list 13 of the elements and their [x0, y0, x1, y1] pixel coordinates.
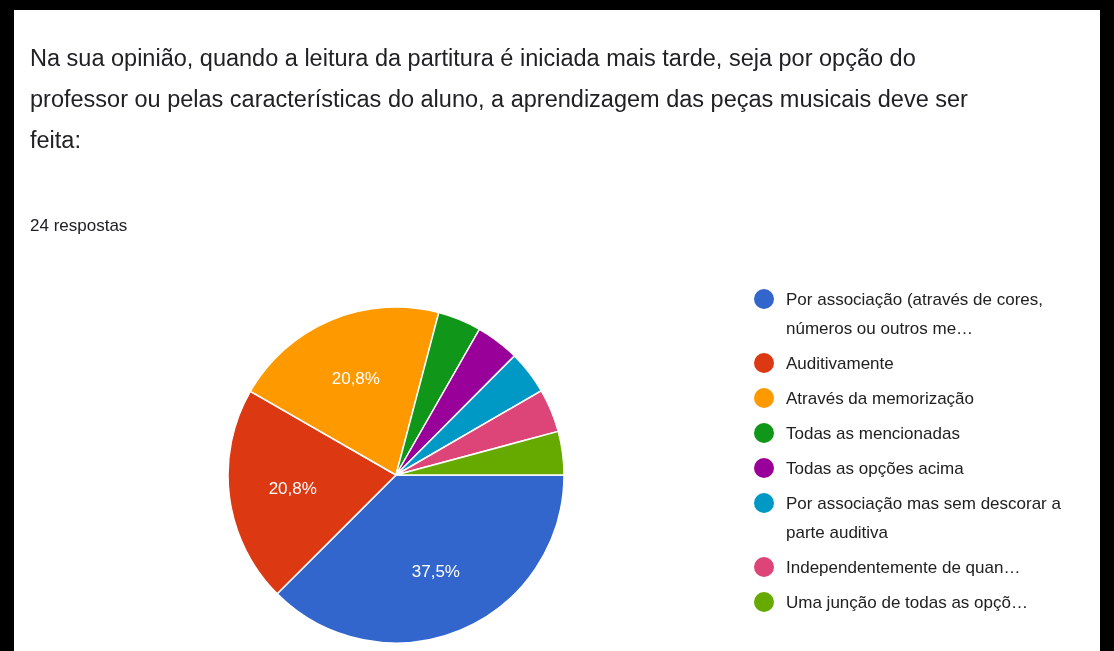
legend-label: Independentemente de quan… — [786, 557, 1022, 579]
data-label: 20,8% — [331, 369, 380, 389]
legend-label: Por associação (através de cores, números ou outros me… — [786, 289, 1044, 340]
legend-label: Todas as mencionadas — [786, 423, 961, 445]
chart-title: Na sua opinião, quando a leitura da partitura é iniciada mais tarde, seja por opção do professor ou pelas características do aluno, a aprendizagem das peças musicais deve ser feita: — [30, 44, 969, 155]
text: 24 respostas — [30, 216, 128, 236]
legend-label: Por associação mas sem descorar a parte auditiva — [786, 493, 1062, 544]
legend-label: Auditivamente — [786, 353, 895, 375]
legend-label: Através da memorização — [786, 388, 976, 410]
legend-label: Todas as opções acima — [786, 458, 965, 480]
legend-label: Uma junção de todas as opçõ… — [786, 592, 1029, 614]
data-label: 20,8% — [268, 479, 317, 499]
data-label: 37,5% — [411, 561, 460, 581]
